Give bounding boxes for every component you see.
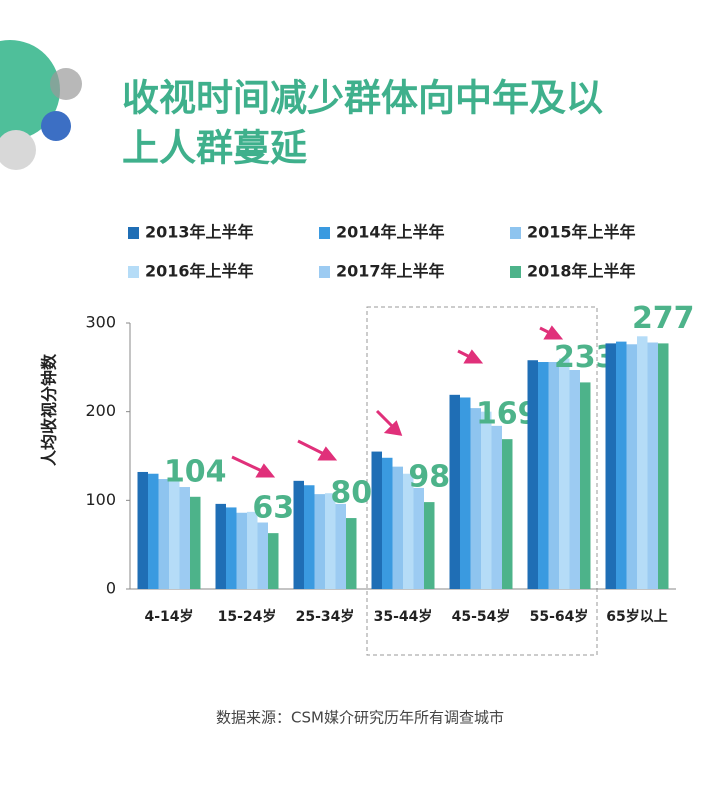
value-label: 104 <box>164 454 227 489</box>
bar <box>382 457 393 589</box>
bar <box>346 518 357 589</box>
x-tick-label: 4-14岁 <box>144 608 193 625</box>
bar <box>268 533 279 589</box>
bar <box>158 479 169 589</box>
bar <box>559 358 570 589</box>
x-tick-label: 55-64岁 <box>530 608 589 625</box>
bar <box>647 342 658 589</box>
legend-swatch <box>128 266 139 278</box>
bar <box>548 362 559 589</box>
bar <box>371 451 382 589</box>
bar <box>413 487 424 589</box>
bar <box>605 343 616 589</box>
bar <box>616 341 627 589</box>
x-tick-label: 35-44岁 <box>374 608 433 625</box>
legend-label: 2018年上半年 <box>527 262 636 281</box>
y-tick-label: 300 <box>85 313 116 332</box>
y-tick-label: 100 <box>85 490 116 509</box>
value-label: 80 <box>330 476 372 511</box>
bar <box>637 336 648 589</box>
bar <box>190 496 201 589</box>
bar <box>137 471 148 589</box>
bar <box>580 382 591 589</box>
chart-title: 收视时间减少群体向中年及以 <box>122 77 603 120</box>
bar <box>424 502 435 589</box>
bar <box>293 480 304 589</box>
bar <box>335 503 346 589</box>
arrows <box>231 325 564 478</box>
source-note: 数据来源：CSM媒介研究历年所有调查城市 <box>216 709 504 727</box>
bar <box>215 503 226 589</box>
legend-label: 2017年上半年 <box>336 262 445 281</box>
legend-label: 2015年上半年 <box>527 223 636 242</box>
bar <box>491 425 502 589</box>
legend-swatch <box>128 227 139 239</box>
bar <box>314 494 325 589</box>
bar <box>236 512 247 589</box>
bar <box>179 487 190 589</box>
bar <box>148 473 159 589</box>
legend-label: 2014年上半年 <box>336 223 445 242</box>
bar <box>169 478 180 589</box>
bar <box>658 343 669 589</box>
highlight-box <box>366 306 598 656</box>
bar <box>257 522 268 589</box>
chart-title: 上人群蔓延 <box>122 127 307 170</box>
bar <box>470 408 481 589</box>
bar <box>403 473 414 589</box>
legend-swatch <box>510 227 521 239</box>
value-label: 63 <box>252 491 294 526</box>
y-tick-label: 200 <box>85 401 116 420</box>
bar <box>304 485 315 589</box>
bar <box>325 493 336 589</box>
bar <box>449 394 460 589</box>
bar <box>481 411 492 589</box>
y-tick-label: 0 <box>106 579 116 598</box>
bar <box>569 369 580 589</box>
bar <box>626 344 637 589</box>
value-label: 98 <box>408 460 450 495</box>
legend-swatch <box>319 266 330 278</box>
bar <box>527 360 538 589</box>
x-tick-label: 25-34岁 <box>296 608 355 625</box>
x-tick-label: 45-54岁 <box>452 608 511 625</box>
bar <box>502 439 513 589</box>
x-tick-label: 15-24岁 <box>218 608 277 625</box>
value-label: 277 <box>632 301 695 336</box>
legend-label: 2016年上半年 <box>145 262 254 281</box>
legend-swatch <box>319 227 330 239</box>
y-axis-label: 人均收视分钟数 <box>40 353 59 466</box>
x-tick-label: 65岁以上 <box>606 608 667 625</box>
bar <box>226 507 237 589</box>
bar <box>247 511 258 589</box>
bar <box>538 362 549 589</box>
bar <box>460 397 471 589</box>
legend-swatch <box>510 266 521 278</box>
legend-label: 2013年上半年 <box>145 223 254 242</box>
bar <box>392 466 403 589</box>
decoration <box>0 40 82 170</box>
